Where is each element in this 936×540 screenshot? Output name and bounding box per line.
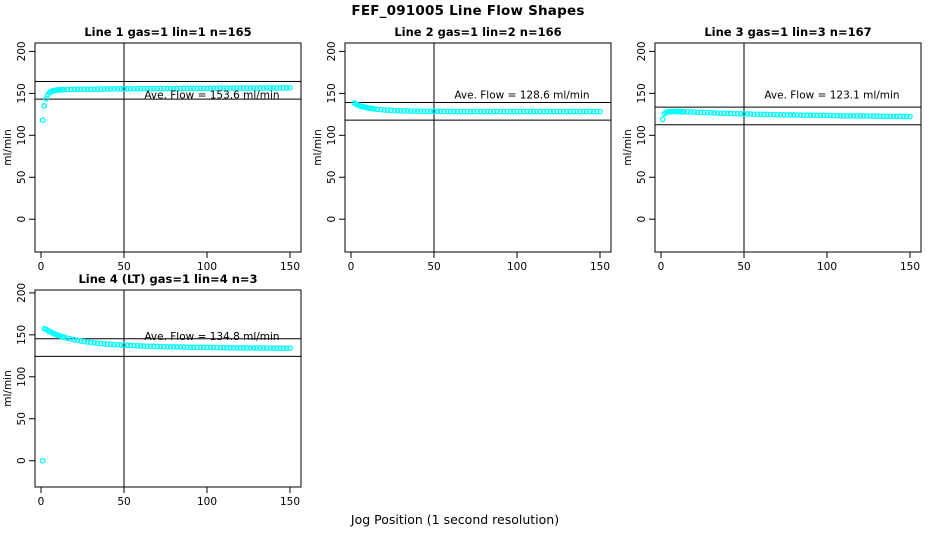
svg-text:200: 200 <box>326 41 338 61</box>
figure-title: FEF_091005 Line Flow Shapes <box>351 3 585 19</box>
ave-flow-annotation: Ave. Flow = 123.1 ml/min <box>764 89 899 101</box>
panel-border <box>34 289 302 488</box>
ave-flow-annotation: Ave. Flow = 153.6 ml/min <box>144 89 279 101</box>
svg-text:150: 150 <box>280 261 300 273</box>
svg-text:150: 150 <box>16 83 28 103</box>
svg-text:100: 100 <box>197 261 217 273</box>
svg-text:0: 0 <box>636 216 648 223</box>
panel-border <box>34 42 302 253</box>
svg-text:0: 0 <box>658 261 665 273</box>
svg-text:100: 100 <box>817 261 837 273</box>
svg-text:0: 0 <box>38 261 45 273</box>
svg-text:50: 50 <box>326 171 338 184</box>
svg-text:150: 150 <box>280 496 300 508</box>
svg-text:100: 100 <box>507 261 527 273</box>
y-axis-title: ml/min <box>312 129 324 165</box>
svg-text:50: 50 <box>16 171 28 184</box>
y-axis-ticks: 0 50 100 150 200 <box>636 41 655 223</box>
y-axis-title: ml/min <box>2 370 14 406</box>
subplot2-title: Line 2 gas=1 lin=2 n=166 <box>394 25 562 39</box>
svg-text:50: 50 <box>117 261 130 273</box>
svg-text:0: 0 <box>326 216 338 223</box>
subplot-3: 0 50 100 150 0 50 100 150 200 ml/min Ave. Flow = 1… <box>622 41 922 273</box>
x-axis-title: Jog Position (1 second resolution) <box>350 512 560 527</box>
y-axis-ticks: 0 50 100 150 200 <box>326 41 345 223</box>
ave-flow-annotation: Ave. Flow = 128.6 ml/min <box>454 89 589 101</box>
svg-text:0: 0 <box>16 457 28 464</box>
data-points <box>659 108 913 123</box>
svg-text:200: 200 <box>636 41 648 61</box>
subplot1-title: Line 1 gas=1 lin=1 n=165 <box>84 25 252 39</box>
data-points <box>39 85 293 124</box>
subplot-2: 0 50 100 150 0 50 100 150 200 ml/min Ave. Flow = 1… <box>312 41 612 273</box>
subplot-4: 0 50 100 150 0 50 100 150 200 ml/min Ave. Flow = 1… <box>2 283 302 508</box>
y-axis-title: ml/min <box>622 129 634 165</box>
svg-text:0: 0 <box>16 216 28 223</box>
data-points <box>39 325 293 464</box>
panel-border <box>654 42 922 253</box>
svg-text:100: 100 <box>326 125 338 145</box>
y-axis-ticks: 0 50 100 150 200 <box>16 41 35 223</box>
svg-text:100: 100 <box>197 496 217 508</box>
panel-border <box>344 42 612 253</box>
svg-text:150: 150 <box>590 261 610 273</box>
subplot3-title: Line 3 gas=1 lin=3 n=167 <box>704 25 872 39</box>
y-axis-ticks: 0 50 100 150 200 <box>16 283 35 464</box>
x-axis-ticks: 0 50 100 150 <box>348 252 610 273</box>
x-axis-ticks: 0 50 100 150 <box>38 487 300 508</box>
svg-text:150: 150 <box>900 261 920 273</box>
subplot4-title: Line 4 (LT) gas=1 lin=4 n=3 <box>78 272 258 286</box>
svg-text:50: 50 <box>636 171 648 184</box>
svg-text:150: 150 <box>16 325 28 345</box>
ave-flow-annotation: Ave. Flow = 134.8 ml/min <box>144 331 279 343</box>
svg-text:100: 100 <box>636 125 648 145</box>
svg-text:200: 200 <box>16 41 28 61</box>
x-axis-ticks: 0 50 100 150 <box>658 252 920 273</box>
svg-text:50: 50 <box>117 496 130 508</box>
svg-text:0: 0 <box>38 496 45 508</box>
svg-text:100: 100 <box>16 125 28 145</box>
svg-text:50: 50 <box>16 412 28 425</box>
subplot-1: 0 50 100 150 0 50 100 150 200 ml/min Ave. Flow = 1… <box>2 41 302 273</box>
svg-text:0: 0 <box>348 261 355 273</box>
y-axis-title: ml/min <box>2 129 14 165</box>
svg-text:150: 150 <box>636 83 648 103</box>
x-axis-ticks: 0 50 100 150 <box>38 252 300 273</box>
svg-text:50: 50 <box>737 261 750 273</box>
data-points <box>351 100 603 115</box>
svg-text:50: 50 <box>427 261 440 273</box>
svg-text:200: 200 <box>16 283 28 303</box>
svg-text:100: 100 <box>16 367 28 387</box>
svg-text:150: 150 <box>326 83 338 103</box>
